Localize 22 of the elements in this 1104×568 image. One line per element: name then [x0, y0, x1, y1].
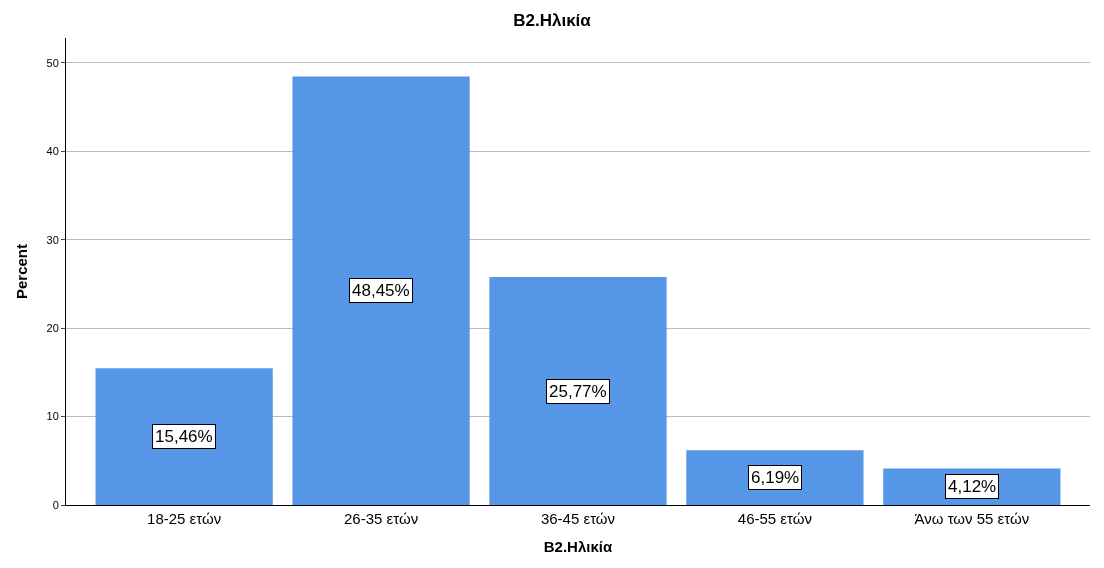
- data-label: 6,19%: [751, 468, 800, 487]
- bar: [95, 368, 273, 505]
- x-tick-label: 36-45 ετών: [540, 510, 616, 527]
- y-tick-label: 30: [46, 233, 59, 246]
- x-tick-label: 26-35 ετών: [344, 510, 419, 527]
- x-tick-label: 18-25 ετών: [147, 510, 222, 527]
- data-label: 25,77%: [549, 382, 607, 401]
- y-tick-label: 50: [46, 56, 59, 69]
- y-tick-label: 10: [46, 410, 59, 423]
- data-label: 4,12%: [948, 477, 997, 496]
- x-tick-label: Άνω των 55 ετών: [914, 510, 1030, 527]
- chart-title: B2.Ηλικία: [513, 11, 592, 31]
- data-label: 48,45%: [352, 281, 410, 300]
- x-axis-title: B2.Ηλικία: [543, 538, 613, 555]
- y-tick-label: 0: [52, 498, 59, 511]
- y-tick-label: 20: [46, 321, 59, 334]
- bar: [292, 76, 470, 505]
- y-tick-label: 40: [46, 145, 59, 158]
- x-tick-label: 46-55 ετών: [737, 510, 812, 527]
- bar: [489, 277, 667, 505]
- y-axis-title: Percent: [12, 243, 30, 300]
- data-label: 15,46%: [155, 427, 213, 446]
